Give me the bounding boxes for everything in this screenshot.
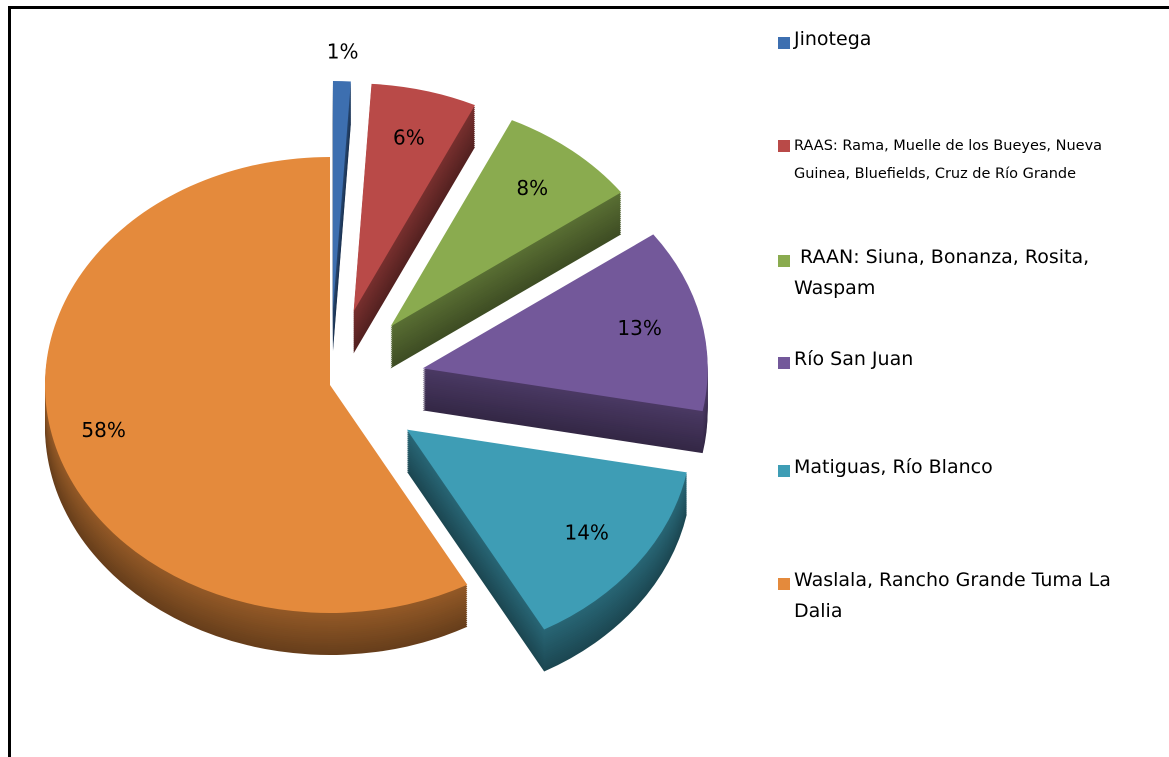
pie-slice <box>406 429 687 672</box>
legend-swatch <box>778 357 790 369</box>
data-label: 6% <box>393 126 425 150</box>
pie-slice <box>44 157 468 656</box>
slice-top <box>406 429 687 630</box>
legend-item: RAAS: Rama, Muelle de los Bueyes, Nueva … <box>778 138 1158 188</box>
legend-swatch <box>778 465 790 477</box>
legend-item: Waslala, Rancho Grande Tuma La Dalia <box>778 569 1158 627</box>
legend-swatch <box>778 37 790 49</box>
legend-label: Río San Juan <box>794 348 914 370</box>
legend-label: Jinotega <box>794 28 872 50</box>
legend-swatch <box>778 578 790 590</box>
pie-slice <box>390 120 622 369</box>
pie-slice <box>332 81 351 352</box>
legend-item: Matiguas, Río Blanco <box>778 456 1158 483</box>
legend-item: Jinotega <box>778 28 1158 55</box>
legend-swatch <box>778 140 790 152</box>
pie-slice <box>353 83 475 354</box>
data-label: 14% <box>564 521 608 545</box>
slice-top <box>422 234 708 412</box>
data-label: 58% <box>81 418 125 442</box>
data-label: 13% <box>617 316 661 340</box>
slice-top <box>390 120 622 327</box>
legend-label: RAAN: Siuna, Bonanza, Rosita, Waspam <box>794 246 1096 299</box>
legend-label: RAAS: Rama, Muelle de los Bueyes, Nueva … <box>794 138 1107 182</box>
pie-slice <box>422 234 708 454</box>
slice-top <box>353 83 475 312</box>
legend-item: RAAN: Siuna, Bonanza, Rosita, Waspam <box>778 246 1158 304</box>
data-label: 8% <box>516 176 548 200</box>
legend-label: Waslala, Rancho Grande Tuma La Dalia <box>794 569 1117 622</box>
chart-frame <box>8 6 1169 757</box>
slice-top <box>332 81 351 310</box>
legend-label: Matiguas, Río Blanco <box>794 456 993 478</box>
slice-top <box>45 157 468 613</box>
legend-item: Río San Juan <box>778 348 1158 375</box>
data-label: 1% <box>327 39 359 63</box>
legend-swatch <box>778 255 790 267</box>
